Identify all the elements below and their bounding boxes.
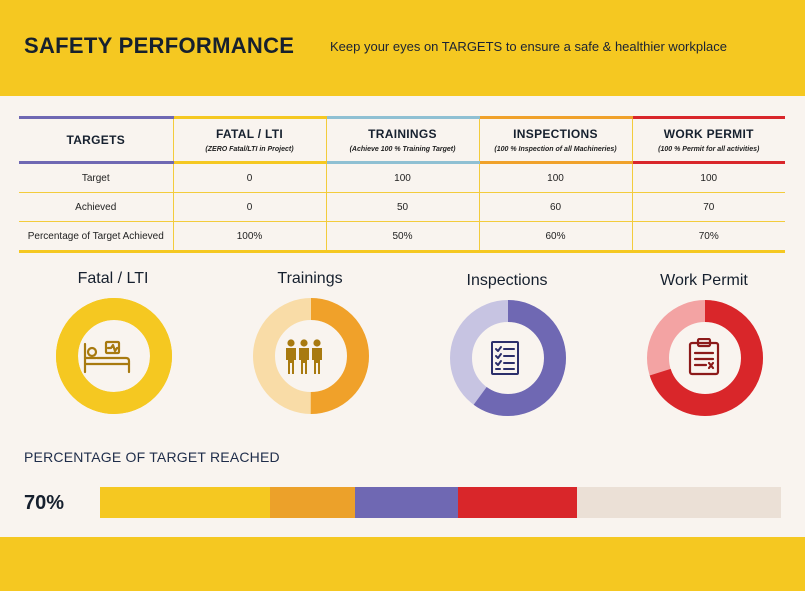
donut-card-work-permit: Work Permit — [634, 272, 774, 422]
progress-segment-1 — [100, 487, 271, 518]
table-cell: 100 — [478, 162, 632, 193]
donut-chart-inspections — [450, 300, 566, 416]
row-label: Target — [19, 162, 173, 193]
progress-segment-2 — [270, 487, 356, 518]
progress-bar — [100, 487, 781, 518]
column-title: FATAL / LTI — [215, 127, 284, 141]
donut-label: Fatal / LTI — [77, 270, 149, 287]
table-cell: 50% — [325, 221, 479, 253]
progress-segment-3 — [355, 487, 458, 518]
column-header-trainings: TRAININGS (Achieve 100 % Training Target… — [325, 116, 479, 164]
page-subtitle: Keep your eyes on TARGETS to ensure a sa… — [330, 39, 727, 54]
donut-fill — [56, 298, 172, 414]
table-cell: 70% — [631, 221, 785, 253]
column-title: INSPECTIONS — [513, 127, 598, 141]
column-header-fatal: FATAL / LTI (ZERO Fatal/LTI in Project) — [172, 116, 326, 164]
people-group-icon — [286, 339, 322, 374]
table-header-row: TARGETS FATAL / LTI (ZERO Fatal/LTI in P… — [19, 116, 785, 164]
column-title: WORK PERMIT — [663, 127, 754, 141]
donut-chart-trainings — [253, 298, 369, 414]
column-note: (100 % Permit for all activities) — [658, 146, 760, 153]
footer-band — [0, 537, 805, 591]
donut-fill — [450, 300, 566, 416]
table-corner-header: TARGETS — [19, 116, 173, 164]
table-row-percentage: Percentage of Target Achieved 100% 50% 6… — [19, 221, 785, 253]
column-header-inspections: INSPECTIONS (100 % Inspection of all Mac… — [478, 116, 632, 164]
targets-table: TARGETS FATAL / LTI (ZERO Fatal/LTI in P… — [19, 116, 785, 253]
progress-section-title: PERCENTAGE OF TARGET REACHED — [24, 449, 280, 465]
row-label: Achieved — [19, 192, 173, 222]
table-cell: 60 — [478, 192, 632, 222]
table-cell: 0 — [172, 192, 326, 222]
donut-card-trainings: Trainings — [240, 270, 380, 420]
donut-label: Inspections — [466, 272, 548, 289]
page-title: SAFETY PERFORMANCE — [24, 33, 295, 58]
donut-card-inspections: Inspections — [437, 272, 577, 422]
column-note: (ZERO Fatal/LTI in Project) — [205, 146, 294, 153]
table-cell: 100 — [631, 162, 785, 193]
column-note: (Achieve 100 % Training Target) — [349, 146, 456, 153]
donut-label: Work Permit — [660, 272, 748, 289]
checklist-icon — [491, 341, 519, 375]
table-cell: 50 — [325, 192, 479, 222]
table-cell: 100% — [172, 221, 326, 253]
table-cell: 70 — [631, 192, 785, 222]
column-note: (100 % Inspection of all Machineries) — [494, 146, 617, 153]
progress-value: 70% — [24, 492, 65, 514]
header-band — [0, 0, 805, 96]
hospital-bed-icon — [83, 340, 131, 374]
column-title: TRAININGS — [368, 127, 437, 141]
donut-fill — [253, 298, 369, 414]
table-row-achieved: Achieved 0 50 60 70 — [19, 192, 785, 222]
progress-segment-4 — [457, 487, 577, 518]
column-header-work-permit: WORK PERMIT (100 % Permit for all activi… — [631, 116, 785, 164]
table-corner-label: TARGETS — [66, 133, 126, 147]
row-label: Percentage of Target Achieved — [19, 221, 173, 253]
clipboard-icon — [688, 338, 720, 376]
table-cell: 0 — [172, 162, 326, 193]
table-cell: 60% — [478, 221, 632, 253]
donut-card-fatal: Fatal / LTI — [43, 270, 183, 420]
donut-fill — [647, 300, 763, 416]
donut-label: Trainings — [277, 270, 343, 287]
table-cell: 100 — [325, 162, 479, 193]
table-row-target: Target 0 100 100 100 — [19, 162, 785, 193]
donut-chart-fatal — [56, 298, 172, 414]
donut-chart-work-permit — [647, 300, 763, 416]
